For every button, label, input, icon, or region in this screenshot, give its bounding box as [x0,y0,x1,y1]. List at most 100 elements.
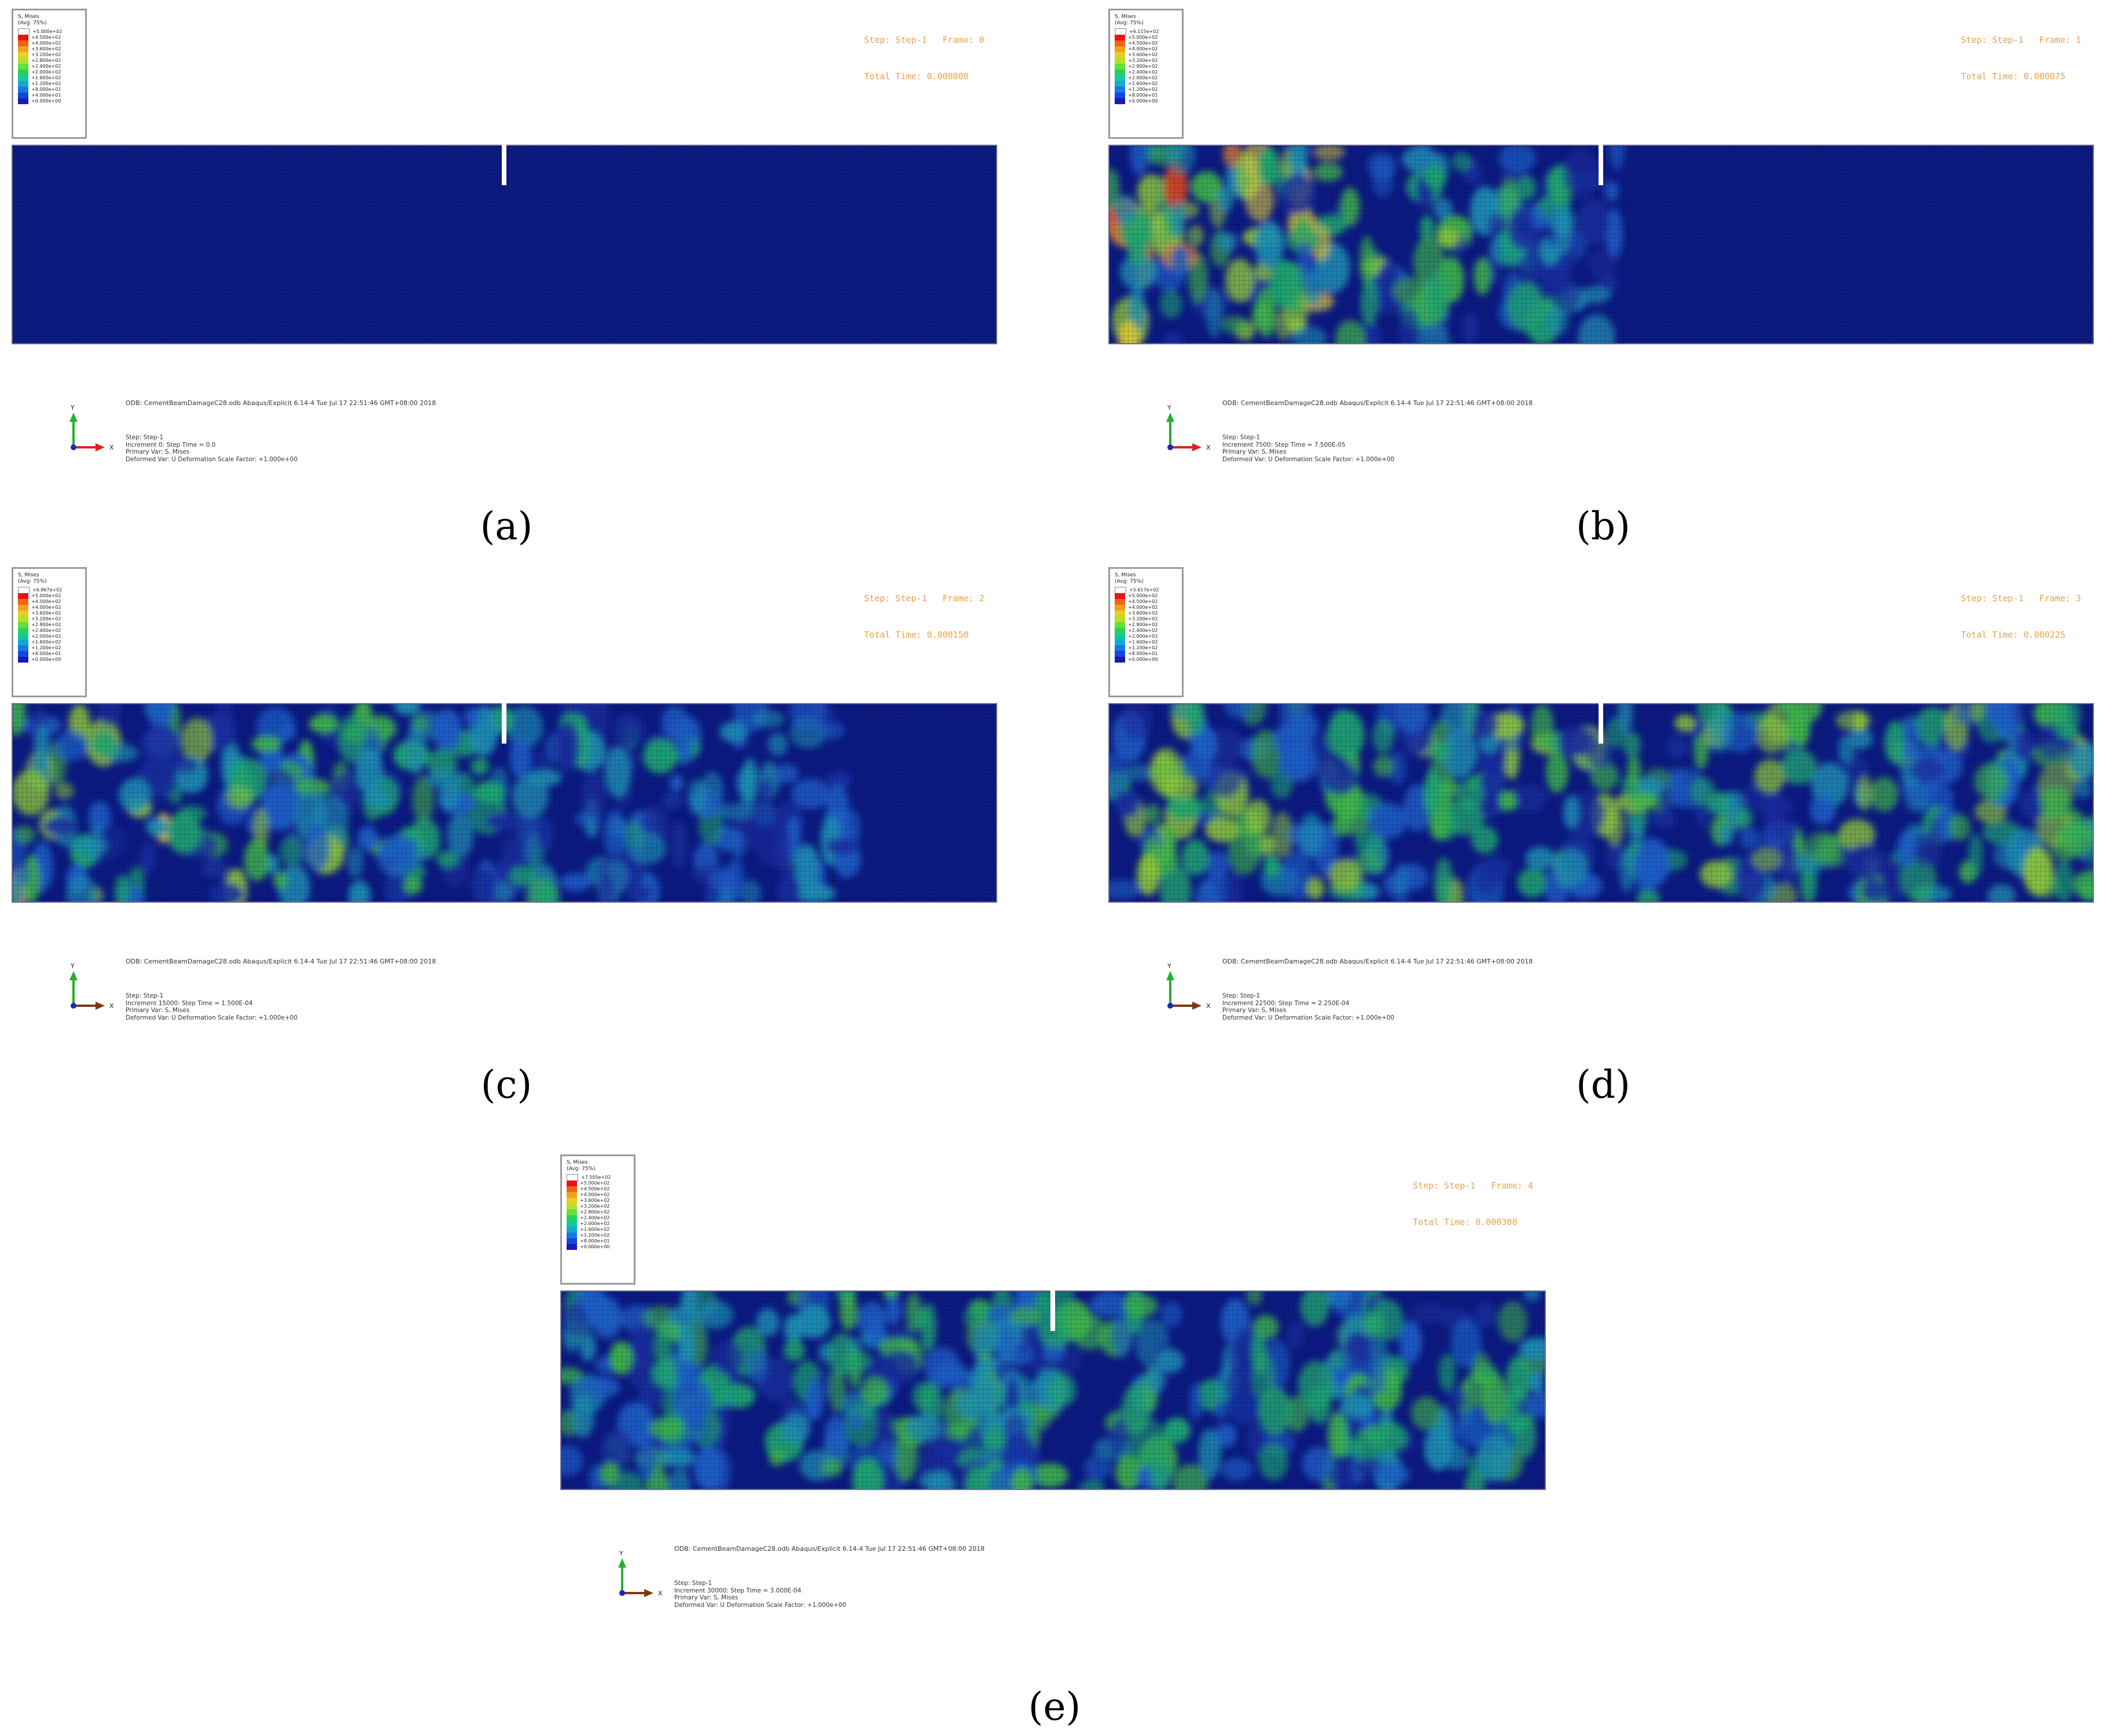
legend-row: +1.200e+02 [18,645,85,651]
legend-swatch [18,651,28,657]
legend-row: +2.800e+02 [18,58,85,64]
panel-caption-e: (e) [1028,1684,1081,1729]
legend-row: +3.600e+02 [1115,610,1182,616]
legend-row: +4.000e+02 [18,605,85,610]
legend-swatch [18,610,28,616]
legend-value: +1.200e+02 [31,81,61,86]
legend-title: S, Mises [18,14,39,20]
step-info-line: Deformed Var: U Deformation Scale Factor… [674,1601,847,1609]
legend-swatch [1115,46,1125,52]
legend-value: +2.800e+02 [31,58,61,63]
legend-title: S, Mises [18,572,39,578]
beam-contour [1108,703,2094,903]
legend-value: +8.000e+01 [1128,93,1158,98]
y-axis-arrowhead [69,971,78,980]
odb-info: ODB: CementBeamDamageC28.odb Abaqus/Expl… [1222,399,1533,407]
y-axis-arrowhead [618,1558,626,1568]
step-info: Step: Step-1 Increment 22500: Step Time … [1222,992,1394,1021]
odb-info: ODB: CementBeamDamageC28.odb Abaqus/Expl… [674,1545,985,1553]
panel-b: S, Mises (Avg: 75%) +6.115e+02 +5.000e+02… [1108,9,2109,529]
legend-swatch [18,69,28,75]
beam-notch [1599,145,1603,185]
legend-swatch [567,1244,577,1250]
beam-notch [502,703,506,744]
total-time-text: Total Time: 0.000075 [1961,71,2066,82]
stress-legend: S, Mises (Avg: 75%) +7.505e+02 +5.000e+02… [560,1154,635,1285]
legend-value: +2.000e+02 [580,1221,610,1226]
legend-row: +5.000e+02 [1115,35,1182,41]
z-axis-dot [1167,444,1173,450]
legend-value: +0.000e+00 [1128,657,1158,662]
legend-row: +3.600e+02 [567,1198,634,1204]
legend-swatch [1115,93,1125,98]
y-axis-label: Y [1167,962,1171,970]
frame-readout: Step: Step-1 Frame: 3 Total Time: 0.0002… [1961,568,2081,665]
legend-swatch [567,1215,577,1221]
legend-value: +4.000e+02 [580,1192,610,1197]
legend-swatch [18,41,28,46]
legend-subtitle: (Avg: 75%) [567,1166,596,1172]
step-info-line: Deformed Var: U Deformation Scale Factor… [126,455,298,463]
legend-swatch [1115,605,1125,610]
legend-swatch [18,58,28,64]
legend-value: +3.200e+02 [31,52,61,57]
odb-info: ODB: CementBeamDamageC28.odb Abaqus/Expl… [126,399,436,407]
legend-value: +8.000e+01 [1128,651,1158,656]
x-axis-arrowhead [95,1002,105,1010]
step-info-line: Step: Step-1 [1222,434,1261,441]
legend-row: +8.000e+01 [18,651,85,657]
total-time-text: Total Time: 0.000300 [1413,1217,1518,1227]
legend-swatch [1115,622,1125,628]
legend-swatch [18,657,28,663]
legend-title: S, Mises [1115,14,1136,20]
z-axis-dot [1167,1003,1173,1009]
legend-row: +4.000e+02 [567,1192,634,1198]
total-time-text: Total Time: 0.000225 [1961,630,2066,640]
legend-subtitle: (Avg: 75%) [18,20,47,26]
step-info-line: Increment 22500: Step Time = 2.250E-04 [1222,999,1350,1007]
panel-caption-b: (b) [1576,504,1630,549]
stress-legend: S, Mises (Avg: 75%) +6.867e+02 +5.000e+02… [12,567,87,697]
legend-row: +3.200e+02 [18,52,85,58]
legend-swatch [1115,87,1125,93]
legend-row: +4.500e+02 [18,599,85,605]
legend-swatch [18,75,28,81]
legend-swatch [18,52,28,58]
axis-triad-svg: YX [1166,962,1211,1010]
legend-value: +2.000e+02 [1128,75,1158,80]
legend-title: S, Mises [567,1160,588,1165]
legend-swatch [18,593,28,599]
step-info-line: Deformed Var: U Deformation Scale Factor… [1222,1014,1395,1021]
legend-swatch [18,605,28,610]
legend-swatch [567,1221,577,1227]
legend-value: +8.000e+01 [580,1238,610,1244]
x-axis-label: X [109,444,114,451]
legend-row: +7.505e+02 [567,1174,634,1181]
legend-swatch [1115,593,1125,599]
legend-swatch [1115,75,1125,81]
legend-row: +3.600e+02 [18,610,85,616]
legend-rows: +7.505e+02 +5.000e+02 +4.500e+02 +4.000e+02… [567,1174,634,1250]
frame-readout: Step: Step-1 Frame: 2 Total Time: 0.0001… [864,568,984,665]
legend-value: +4.000e+02 [31,41,61,46]
legend-row: +4.000e+01 [18,93,85,98]
legend-row: +2.000e+02 [18,69,85,75]
legend-row: +0.000e+00 [18,657,85,663]
legend-swatch [567,1227,577,1233]
step-info-line: Primary Var: S, Mises [126,1007,190,1014]
legend-value: +2.400e+02 [1128,69,1158,75]
beam-contour-svg [1109,704,2093,902]
panel-e: S, Mises (Avg: 75%) +7.505e+02 +5.000e+02… [560,1154,1567,1675]
step-info-line: Step: Step-1 [674,1580,712,1587]
axis-triad-svg: YX [69,404,114,451]
legend-row: +3.200e+02 [1115,616,1182,622]
legend-row: +2.000e+02 [567,1221,634,1227]
legend-row: +0.000e+00 [18,98,85,104]
legend-row: +1.600e+02 [18,639,85,645]
legend-swatch [18,628,28,634]
legend-row: +1.600e+02 [18,75,85,81]
x-axis-arrowhead [1192,443,1202,451]
legend-row: +8.000e+01 [567,1238,634,1244]
legend-swatch [1115,599,1125,605]
